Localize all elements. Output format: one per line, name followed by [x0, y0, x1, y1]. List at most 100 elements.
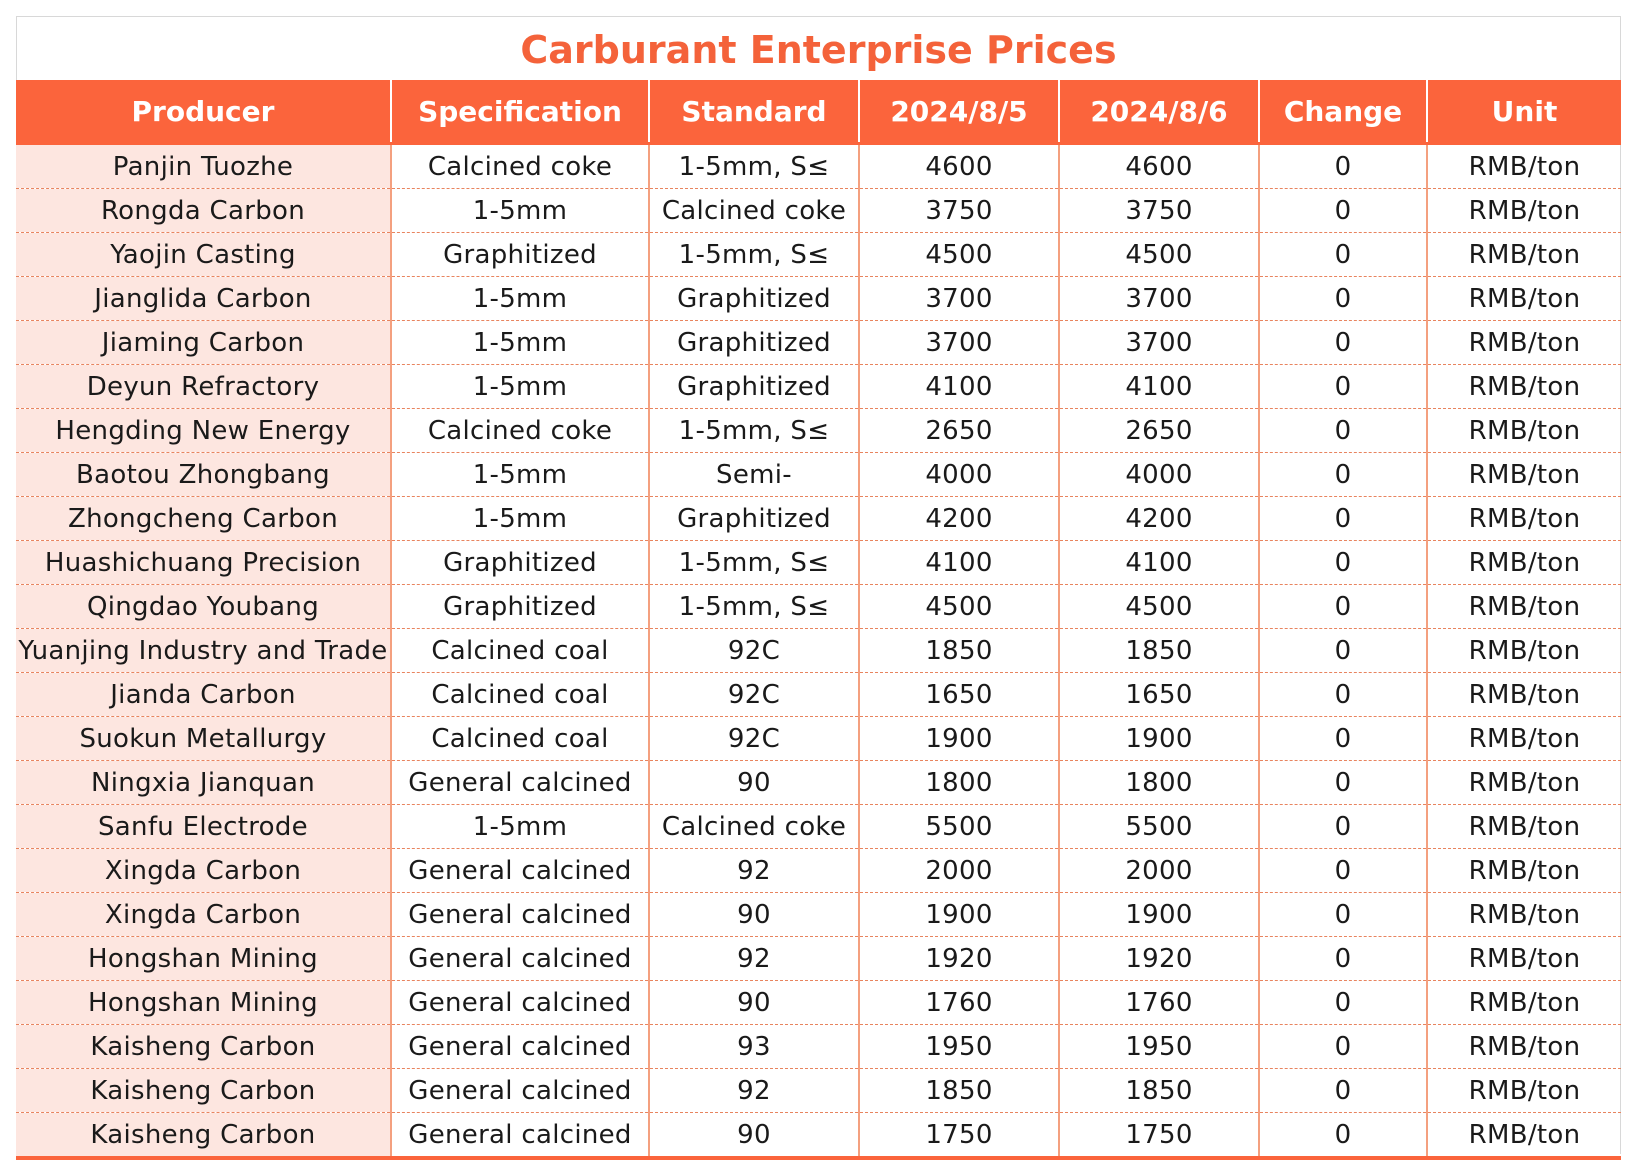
table-row: Yaojin Casting Graphitized 1-5mm, S≤ 4500 45… — [16, 232, 1621, 277]
table-row: Sanfu Electrode 1-5mm Calcined coke 5500 550… — [16, 804, 1621, 849]
change-cell: 0 — [1258, 716, 1427, 761]
unit-cell: RMB/ton — [1426, 760, 1621, 805]
specification-cell: 1-5mm — [390, 320, 649, 365]
price-cell: 1900 — [858, 892, 1059, 937]
producer-cell: Hongshan Mining — [16, 980, 391, 1025]
specification-cell: Graphitized — [390, 232, 649, 277]
price-cell: 3700 — [858, 320, 1059, 365]
producer-cell: Kaisheng Carbon — [16, 1024, 391, 1069]
price-cell: 4100 — [1058, 540, 1259, 585]
price-table: Producer Specification Standard 2024/8/5… — [16, 80, 1621, 1160]
price-cell: 2650 — [1058, 408, 1259, 453]
standard-cell: Graphitized — [648, 320, 859, 365]
change-cell: 0 — [1258, 760, 1427, 805]
producer-cell: Kaisheng Carbon — [16, 1112, 391, 1160]
change-cell: 0 — [1258, 188, 1427, 233]
producer-cell: Huashichuang Precision — [16, 540, 391, 585]
price-cell: 1900 — [858, 716, 1059, 761]
table-row: Xingda Carbon General calcined 90 1900 1900 0… — [16, 892, 1621, 937]
change-cell: 0 — [1258, 320, 1427, 365]
change-cell: 0 — [1258, 980, 1427, 1025]
price-cell: 1850 — [1058, 628, 1259, 673]
standard-cell: 1-5mm, S≤ — [648, 232, 859, 277]
standard-cell: 90 — [648, 980, 859, 1025]
standard-cell: 90 — [648, 892, 859, 937]
unit-cell: RMB/ton — [1426, 408, 1621, 453]
producer-cell: Rongda Carbon — [16, 188, 391, 233]
price-cell: 1750 — [1058, 1112, 1259, 1160]
specification-cell: 1-5mm — [390, 276, 649, 321]
price-cell: 4500 — [1058, 232, 1259, 277]
producer-cell: Qingdao Youbang — [16, 584, 391, 629]
change-cell: 0 — [1258, 628, 1427, 673]
change-cell: 0 — [1258, 804, 1427, 849]
specification-cell: 1-5mm — [390, 496, 649, 541]
unit-cell: RMB/ton — [1426, 804, 1621, 849]
unit-cell: RMB/ton — [1426, 540, 1621, 585]
price-cell: 4500 — [1058, 584, 1259, 629]
unit-cell: RMB/ton — [1426, 628, 1621, 673]
standard-cell: Calcined coke — [648, 188, 859, 233]
specification-cell: General calcined — [390, 980, 649, 1025]
specification-cell: General calcined — [390, 848, 649, 893]
producer-cell: Xingda Carbon — [16, 848, 391, 893]
price-cell: 1850 — [858, 628, 1059, 673]
producer-cell: Yuanjing Industry and Trade — [16, 628, 391, 673]
price-cell: 3700 — [858, 276, 1059, 321]
change-cell: 0 — [1258, 892, 1427, 937]
unit-cell: RMB/ton — [1426, 452, 1621, 497]
price-cell: 4600 — [1058, 142, 1259, 189]
specification-cell: Graphitized — [390, 584, 649, 629]
standard-cell: 92C — [648, 628, 859, 673]
standard-cell: 90 — [648, 760, 859, 805]
change-cell: 0 — [1258, 408, 1427, 453]
specification-cell: 1-5mm — [390, 364, 649, 409]
standard-cell: 1-5mm, S≤ — [648, 142, 859, 189]
standard-cell: 93 — [648, 1024, 859, 1069]
header-row: Producer Specification Standard 2024/8/5… — [16, 80, 1621, 144]
specification-cell: Calcined coke — [390, 408, 649, 453]
price-cell: 3700 — [1058, 276, 1259, 321]
table-row: Hengding New Energy Calcined coke 1-5mm, S… — [16, 408, 1621, 453]
unit-cell: RMB/ton — [1426, 848, 1621, 893]
price-cell: 4100 — [858, 364, 1059, 409]
change-cell: 0 — [1258, 142, 1427, 189]
change-cell: 0 — [1258, 540, 1427, 585]
price-cell: 3700 — [1058, 320, 1259, 365]
price-cell: 2000 — [1058, 848, 1259, 893]
change-cell: 0 — [1258, 276, 1427, 321]
header-date-2: 2024/8/6 — [1058, 80, 1259, 144]
producer-cell: Baotou Zhongbang — [16, 452, 391, 497]
unit-cell: RMB/ton — [1426, 936, 1621, 981]
table-row: Kaisheng Carbon General calcined 93 1950 195… — [16, 1024, 1621, 1069]
table-row: Qingdao Youbang Graphitized 1-5mm, S≤ 4500 4… — [16, 584, 1621, 629]
unit-cell: RMB/ton — [1426, 672, 1621, 717]
price-cell: 1920 — [1058, 936, 1259, 981]
standard-cell: 92C — [648, 716, 859, 761]
table-row: Hongshan Mining General calcined 90 1760 176… — [16, 980, 1621, 1025]
price-cell: 1950 — [858, 1024, 1059, 1069]
unit-cell: RMB/ton — [1426, 892, 1621, 937]
price-cell: 1760 — [1058, 980, 1259, 1025]
change-cell: 0 — [1258, 232, 1427, 277]
specification-cell: 1-5mm — [390, 188, 649, 233]
specification-cell: General calcined — [390, 936, 649, 981]
table-row: Rongda Carbon 1-5mm Calcined coke 3750 3750 0… — [16, 188, 1621, 233]
table-row: Panjin Tuozhe Calcined coke 1-5mm, S≤ 4600 4… — [16, 142, 1621, 189]
unit-cell: RMB/ton — [1426, 980, 1621, 1025]
specification-cell: 1-5mm — [390, 804, 649, 849]
price-cell: 1850 — [1058, 1068, 1259, 1113]
table-row: Kaisheng Carbon General calcined 92 1850 185… — [16, 1068, 1621, 1113]
table-row: Yuanjing Industry and Trade Calcined coal… — [16, 628, 1621, 673]
price-cell: 1650 — [1058, 672, 1259, 717]
price-cell: 2650 — [858, 408, 1059, 453]
price-cell: 1850 — [858, 1068, 1059, 1113]
standard-cell: 92 — [648, 936, 859, 981]
price-cell: 1950 — [1058, 1024, 1259, 1069]
price-cell: 1750 — [858, 1112, 1059, 1160]
price-cell: 1760 — [858, 980, 1059, 1025]
price-cell: 1900 — [1058, 892, 1259, 937]
table-title: Carburant Enterprise Prices — [520, 28, 1117, 72]
standard-cell: Graphitized — [648, 276, 859, 321]
standard-cell: Semi- — [648, 452, 859, 497]
